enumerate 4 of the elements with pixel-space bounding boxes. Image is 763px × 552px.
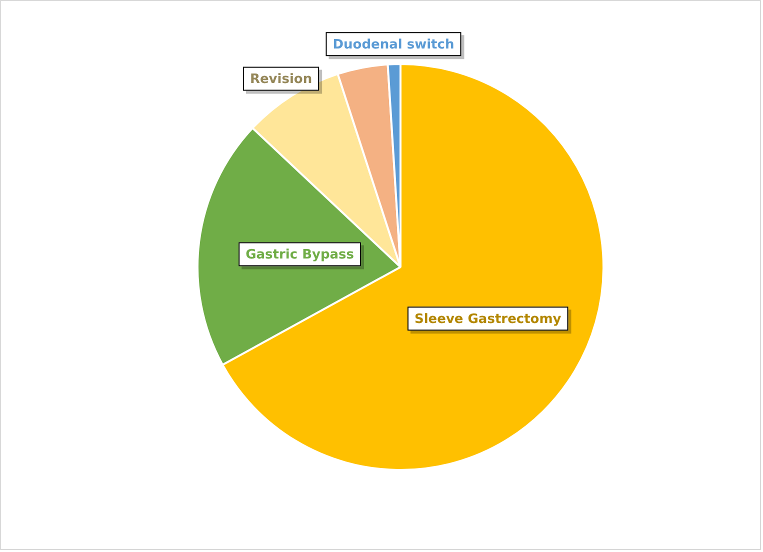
slice-label: Revision — [250, 72, 312, 88]
slice-label: Duodenal switch — [332, 37, 454, 52]
slice-label: Gastric Bypass — [246, 248, 354, 263]
slice-label: Sleeve Gastrectomy — [414, 312, 562, 328]
